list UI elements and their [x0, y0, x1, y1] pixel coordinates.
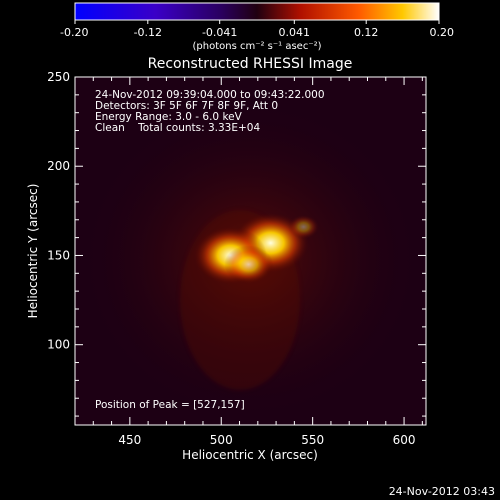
heatmap-sources: [193, 212, 320, 285]
y-tick-label: 100: [47, 338, 70, 352]
colorbar-tick-label: 0.041: [279, 26, 311, 39]
footer-timestamp: 24-Nov-2012 03:43: [389, 485, 495, 498]
y-axis-label: Heliocentric Y (arcsec): [26, 184, 40, 319]
colorbar-tick-label: -0.20: [60, 26, 88, 39]
annotation-detectors: Detectors: 3F 5F 6F 7F 8F 9F, Att 0: [95, 100, 278, 112]
x-tick-label: 600: [393, 433, 416, 447]
colorbar-gradient: [74, 2, 440, 21]
plot-area: 450 500 550 600 100 150 200 250: [47, 70, 427, 447]
annotation-time-range: 24-Nov-2012 09:39:04.000 to 09:43:22.000: [95, 89, 325, 101]
colorbar-tick-label: 0.12: [354, 26, 379, 39]
colorbar-tick-label: 0.20: [430, 26, 455, 39]
annotation-clean-counts: Clean Total counts: 3.33E+04: [95, 122, 260, 134]
chart-title: Reconstructed RHESSI Image: [148, 56, 353, 72]
annotation-peak-position: Position of Peak = [527,157]: [95, 399, 245, 411]
colorbar: -0.20 -0.12 -0.041 0.041 0.12 0.20 (photons c…: [60, 2, 454, 52]
colorbar-tick-label: -0.12: [134, 26, 162, 39]
x-tick-label: 550: [301, 433, 324, 447]
annotation-energy-range: Energy Range: 3.0 - 6.0 keV: [95, 111, 243, 123]
plot-frame: [74, 76, 427, 426]
colorbar-unit-label: (photons cm⁻² s⁻¹ asec⁻²): [192, 41, 321, 52]
x-tick-label: 450: [118, 433, 141, 447]
x-tick-label: 500: [210, 433, 233, 447]
heatmap-source-2: [224, 245, 274, 284]
heatmap-image: [75, 77, 426, 425]
axis-ticks: 450 500 550 600 100 150 200 250: [47, 70, 426, 447]
y-tick-label: 250: [47, 70, 70, 84]
y-tick-label: 200: [47, 159, 70, 173]
plot-annotations: 24-Nov-2012 09:39:04.000 to 09:43:22.000…: [95, 89, 325, 411]
x-axis-label: Heliocentric X (arcsec): [182, 448, 318, 462]
colorbar-tick-label: -0.041: [202, 26, 237, 39]
colorbar-ticks: -0.20 -0.12 -0.041 0.041 0.12 0.20: [60, 20, 454, 39]
heatmap-source-3: [288, 214, 320, 239]
y-tick-label: 150: [47, 248, 70, 262]
